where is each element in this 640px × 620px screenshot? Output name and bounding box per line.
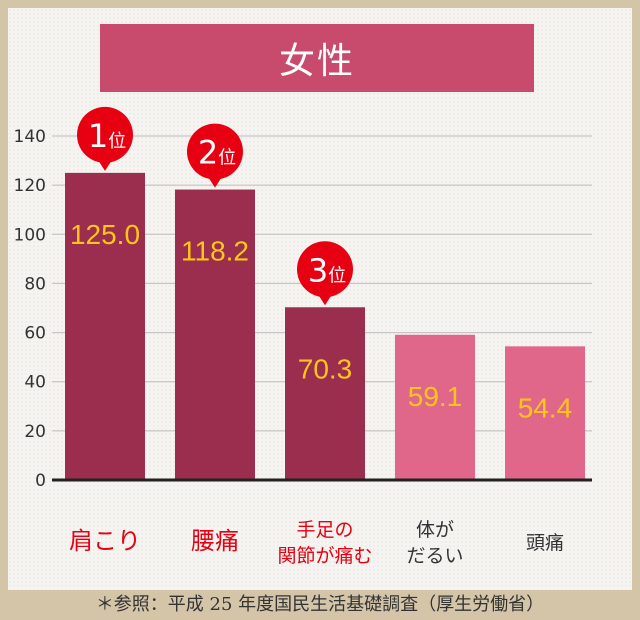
x-tick-label: だるい <box>406 545 463 567</box>
bar <box>395 334 475 480</box>
y-tick-label: 60 <box>24 324 46 344</box>
data-label: 118.2 <box>181 236 249 267</box>
y-tick-label: 20 <box>24 422 46 442</box>
y-tick-label: 120 <box>14 176 46 196</box>
bar <box>285 307 365 480</box>
data-label: 59.1 <box>408 381 463 412</box>
x-tick-label: 腰痛 <box>191 527 239 555</box>
x-tick-label: 手足の <box>296 519 353 541</box>
chart-panel <box>8 8 632 590</box>
x-tick-label: 体が <box>416 519 454 541</box>
y-tick-label: 100 <box>14 225 46 245</box>
bar <box>505 346 585 480</box>
rank-badge-label: 1位 <box>88 117 126 155</box>
bar <box>65 172 145 480</box>
x-tick-label: 頭痛 <box>526 532 564 554</box>
source-footnote: ＊参照：平成 25 年度国民生活基礎調査（厚生労働省） <box>95 594 545 615</box>
rank-badge <box>187 123 243 180</box>
rank-badge-label: 2位 <box>198 134 236 172</box>
rank-badge <box>77 106 133 163</box>
y-tick-label: 80 <box>24 274 46 294</box>
chart-title-banner: 女性 <box>100 24 534 92</box>
y-tick-label: 0 <box>35 471 46 491</box>
bar <box>175 189 255 480</box>
data-label: 54.4 <box>518 392 573 423</box>
x-tick-label: 肩こり <box>69 527 141 555</box>
rank-badge <box>297 241 353 298</box>
y-tick-label: 40 <box>24 373 46 393</box>
x-tick-label: 関節が痛む <box>277 545 372 567</box>
data-label: 125.0 <box>70 219 140 250</box>
y-tick-label: 140 <box>14 127 46 147</box>
rank-badge-label: 3位 <box>308 251 346 289</box>
data-label: 70.3 <box>298 353 353 384</box>
